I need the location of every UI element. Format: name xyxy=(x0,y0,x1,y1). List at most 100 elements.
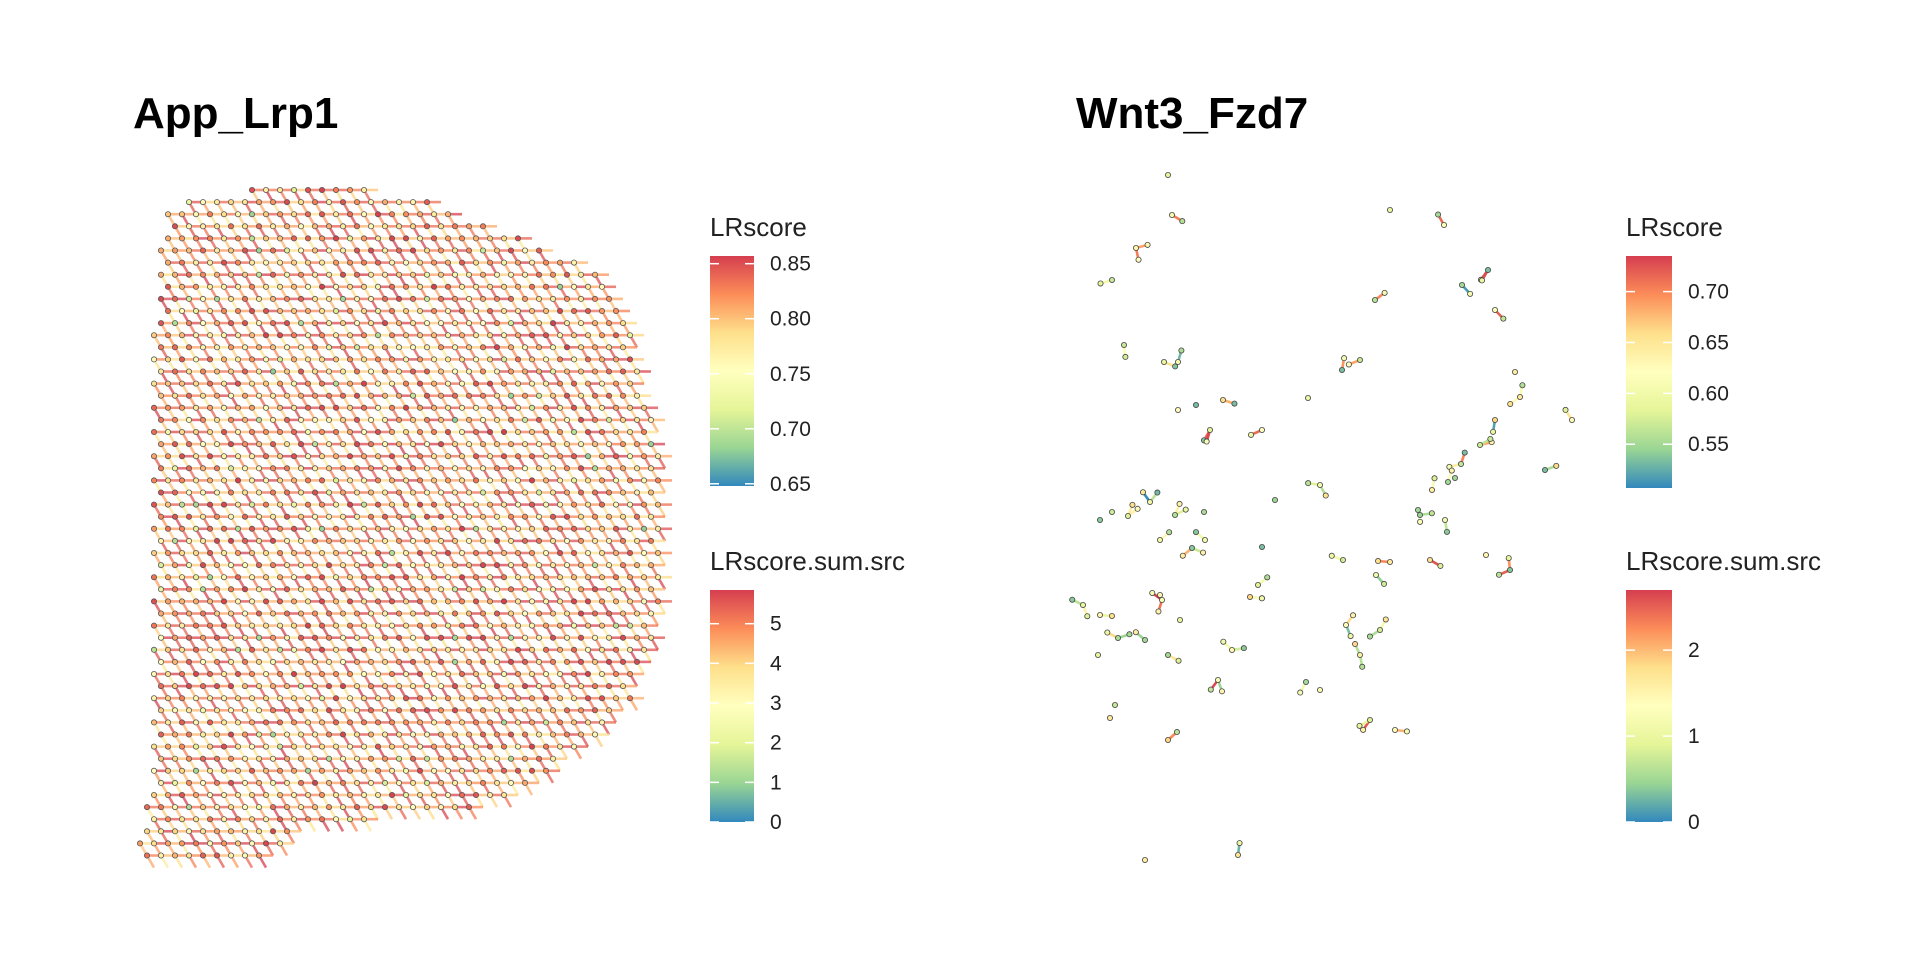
spot xyxy=(452,224,457,229)
spot xyxy=(354,442,359,447)
spot xyxy=(445,623,450,628)
spot xyxy=(256,563,261,568)
spot xyxy=(410,659,415,664)
spot xyxy=(494,659,499,664)
spot xyxy=(550,587,555,592)
spot xyxy=(592,466,597,471)
spot xyxy=(494,708,499,713)
spot xyxy=(158,272,163,277)
spot xyxy=(207,575,212,580)
spot xyxy=(284,272,289,277)
spot xyxy=(571,478,576,483)
spot xyxy=(592,272,597,277)
spot xyxy=(515,599,520,604)
spot xyxy=(179,550,184,555)
spot xyxy=(396,442,401,447)
spot xyxy=(200,708,205,713)
spot xyxy=(578,684,583,689)
spot xyxy=(508,659,513,664)
spot xyxy=(424,369,429,374)
spot xyxy=(277,671,282,676)
spot xyxy=(459,526,464,531)
spot xyxy=(242,321,247,326)
spot xyxy=(221,599,226,604)
spot xyxy=(242,296,247,301)
spot xyxy=(179,526,184,531)
spot xyxy=(186,417,191,422)
spot xyxy=(627,357,632,362)
spot xyxy=(284,345,289,350)
spot xyxy=(256,490,261,495)
spot xyxy=(424,296,429,301)
spot xyxy=(578,708,583,713)
spot xyxy=(417,357,422,362)
spot xyxy=(151,623,156,628)
spot xyxy=(298,684,303,689)
spot xyxy=(228,708,233,713)
spot xyxy=(578,272,583,277)
spot xyxy=(347,575,352,580)
spot xyxy=(585,526,590,531)
spot xyxy=(235,429,240,434)
spot xyxy=(571,502,576,507)
spot xyxy=(382,296,387,301)
spot xyxy=(396,248,401,253)
spot xyxy=(312,200,317,205)
spot xyxy=(641,526,646,531)
spot xyxy=(494,563,499,568)
spot xyxy=(340,248,345,253)
spot xyxy=(466,272,471,277)
spot xyxy=(571,260,576,265)
spot xyxy=(585,623,590,628)
spot xyxy=(333,405,338,410)
spot xyxy=(620,442,625,447)
spot xyxy=(305,212,310,217)
spot xyxy=(459,236,464,241)
spot xyxy=(578,296,583,301)
spot xyxy=(158,659,163,664)
spot xyxy=(235,696,240,701)
spot xyxy=(228,272,233,277)
spot xyxy=(613,647,618,652)
spot xyxy=(403,236,408,241)
spot xyxy=(452,321,457,326)
spot xyxy=(571,333,576,338)
spot xyxy=(242,538,247,543)
spot xyxy=(487,599,492,604)
spot xyxy=(368,442,373,447)
spot xyxy=(599,550,604,555)
spot xyxy=(326,369,331,374)
spot xyxy=(347,212,352,217)
spot xyxy=(389,526,394,531)
spot xyxy=(207,647,212,652)
spot xyxy=(543,405,548,410)
spot xyxy=(151,599,156,604)
spot xyxy=(347,405,352,410)
spot xyxy=(186,248,191,253)
spot xyxy=(165,526,170,531)
spot xyxy=(249,333,254,338)
spot xyxy=(571,696,576,701)
spot xyxy=(536,296,541,301)
spot xyxy=(186,200,191,205)
panel-app-lrp1: App_Lrp1 LRscore 0.650.700.750.800.85 LR… xyxy=(133,89,905,868)
spot xyxy=(382,659,387,664)
spot xyxy=(606,514,611,519)
spot xyxy=(382,684,387,689)
spot xyxy=(508,684,513,689)
spot xyxy=(424,514,429,519)
spot xyxy=(298,417,303,422)
spot xyxy=(487,357,492,362)
spot xyxy=(270,345,275,350)
spot xyxy=(249,381,254,386)
spot xyxy=(361,696,366,701)
spot xyxy=(606,563,611,568)
spot xyxy=(431,308,436,313)
spot xyxy=(529,454,534,459)
spot xyxy=(333,236,338,241)
spot xyxy=(305,526,310,531)
spot xyxy=(347,526,352,531)
spot xyxy=(151,671,156,676)
spot xyxy=(459,308,464,313)
spot xyxy=(417,381,422,386)
